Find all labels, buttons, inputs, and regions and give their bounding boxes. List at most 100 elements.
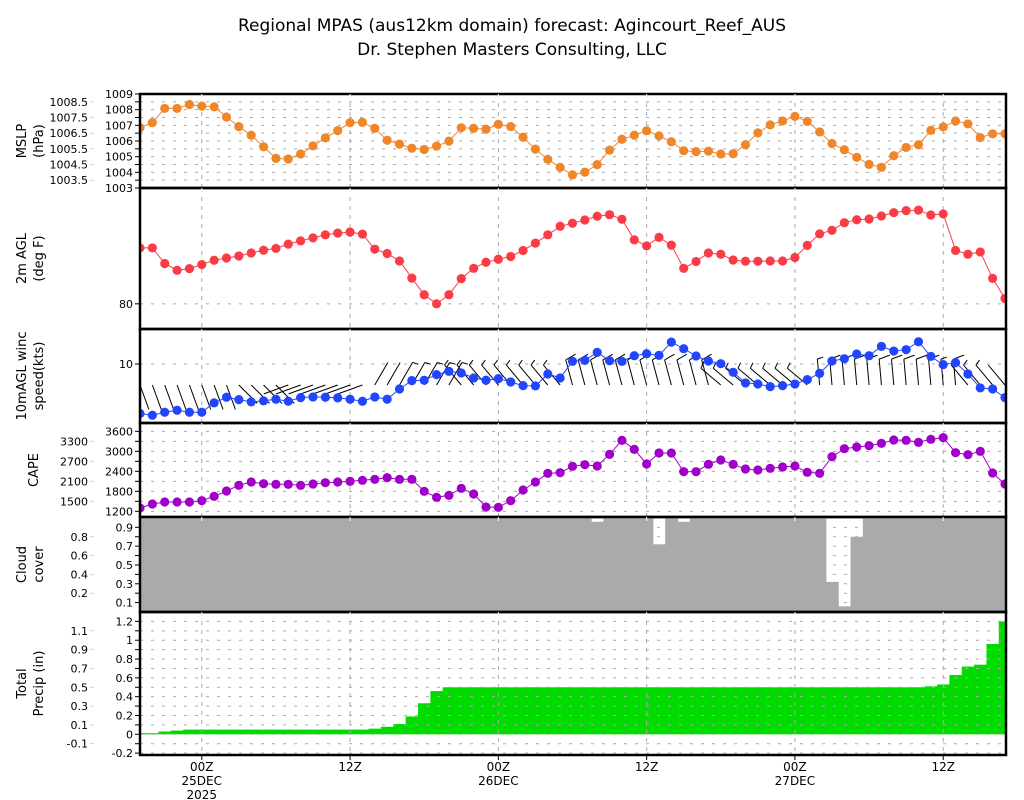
mslp-point	[988, 129, 998, 139]
wind-point	[555, 373, 565, 383]
mslp-point	[815, 127, 825, 137]
time-tick-label: 12Z	[931, 760, 955, 774]
mslp-point	[271, 153, 281, 163]
cape-point	[617, 435, 627, 445]
wind-barb-staff	[627, 359, 635, 386]
precip-ytick-label: 0.1	[71, 719, 89, 732]
mslp-point	[913, 140, 924, 150]
precip-ytick-label: 0.2	[116, 709, 134, 722]
wind-point	[913, 337, 924, 347]
cloud-bars	[140, 517, 1006, 612]
precip-bar	[974, 664, 988, 735]
cloud-cover-bar	[430, 517, 444, 612]
precip-bar	[937, 684, 950, 735]
cape-point	[431, 492, 442, 502]
wind-point	[864, 351, 874, 361]
cloud-cover-bar	[479, 517, 493, 612]
mslp-point	[654, 131, 664, 141]
precip-bar	[553, 687, 567, 735]
wind-point	[889, 346, 899, 356]
time-tick-year: 2025	[187, 788, 218, 800]
wind-point	[815, 368, 825, 378]
wind-point	[543, 369, 553, 379]
precip-axis-title: Total	[15, 668, 30, 699]
precip-bar	[442, 687, 456, 735]
wind-point	[938, 360, 948, 370]
mslp-point	[370, 123, 380, 133]
cloud-cover-bar	[220, 517, 234, 612]
time-tick-label: 00Z	[783, 760, 807, 774]
precip-bar	[578, 687, 592, 735]
temp-point	[419, 290, 429, 300]
wind-point	[740, 378, 751, 388]
mslp-point	[604, 145, 615, 155]
temp-point	[604, 210, 615, 220]
wind-point	[246, 397, 256, 407]
cape-ytick-label: 3000	[105, 445, 133, 458]
cape-point	[975, 446, 985, 456]
wind-point	[172, 405, 182, 415]
wind-point	[802, 375, 812, 385]
mslp-point	[283, 154, 293, 164]
mslp-point	[506, 121, 516, 132]
cape-point	[481, 502, 491, 512]
cloud-cover-bar	[207, 517, 221, 612]
cloud-cover-bar	[899, 517, 913, 612]
cape-point	[209, 491, 219, 501]
wind-point	[184, 407, 195, 417]
cloud-cover-bar	[516, 517, 530, 612]
temp-point	[950, 245, 961, 256]
temp-point	[308, 233, 318, 243]
cape-point	[160, 497, 170, 507]
cape-series	[140, 433, 1006, 513]
wind-barb	[151, 384, 162, 410]
precip-bar	[245, 729, 258, 735]
wind-barb	[399, 362, 419, 386]
time-tick-date: 26DEC	[478, 774, 518, 788]
mslp-point	[246, 130, 256, 140]
cloud-cover-bar	[974, 517, 988, 612]
cloud-cover-bar	[368, 517, 382, 612]
wind-ytick-label: 10	[119, 358, 133, 371]
cloud-panel: 0.1 0.2 0.3 0.4 0.5 0.6 0.7 0.8 0.9 Cloud cover	[15, 515, 1008, 614]
wind-point	[827, 356, 837, 366]
temp-panel-border	[138, 186, 1008, 331]
wind-point	[407, 376, 417, 386]
precip-bar	[479, 687, 493, 735]
precip-ytick-label: 0.6	[116, 672, 134, 685]
cloud-cover-bar	[306, 517, 320, 612]
wind-barb-feather	[676, 353, 688, 361]
temp-point	[172, 265, 182, 275]
wind-barb-half-feather	[437, 362, 444, 365]
mslp-point	[172, 103, 182, 114]
wind-point	[234, 394, 244, 405]
cloud-cover-bar	[665, 517, 679, 612]
cloud-cover-bar	[764, 517, 777, 612]
cape-point	[666, 448, 676, 458]
temp-point	[345, 227, 355, 237]
cape-ytick-label: 1800	[105, 485, 133, 498]
cape-point	[654, 448, 664, 458]
mslp-point	[258, 142, 269, 152]
cape-point	[567, 461, 578, 471]
temp-point	[197, 259, 207, 270]
precip-bar	[183, 729, 197, 735]
mslp-point	[753, 128, 763, 138]
temp-point	[469, 263, 479, 273]
wind-point	[431, 370, 442, 380]
cape-point	[283, 479, 293, 489]
precip-bar	[158, 731, 172, 735]
cloud-cover-bar	[887, 517, 901, 612]
wind-barb-staff	[325, 384, 351, 395]
precip-ytick-label: 0.5	[71, 681, 89, 694]
mslp-point	[728, 149, 738, 159]
cloud-cover-bar	[393, 517, 407, 612]
wind-barb-staff	[915, 359, 919, 386]
wind-point	[963, 369, 973, 379]
mslp-point	[184, 99, 195, 110]
wind-barb-staff	[975, 364, 994, 386]
temp-ytick-label: 80	[119, 298, 133, 311]
mslp-point	[963, 119, 973, 129]
wind-barb	[987, 364, 1006, 386]
wind-panel: 10 10mAGL winc speed(kts)	[15, 327, 1008, 425]
